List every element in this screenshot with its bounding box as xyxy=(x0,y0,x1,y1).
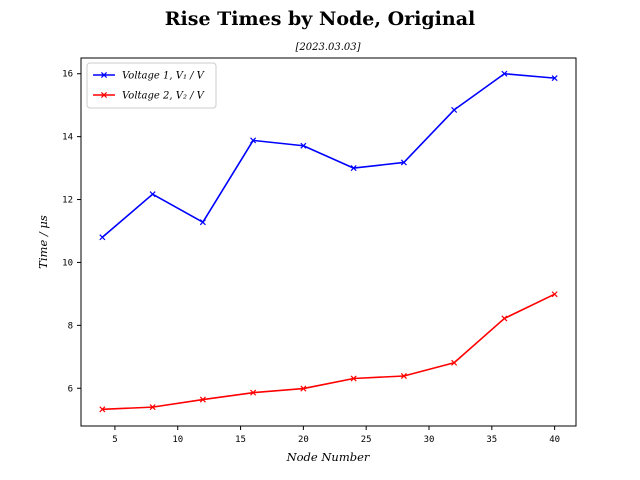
y-tick-label: 6 xyxy=(68,384,73,394)
chart-title: Rise Times by Node, Original xyxy=(165,8,475,30)
series-1-point xyxy=(250,137,257,144)
series-1-point xyxy=(149,191,156,198)
series-2-point xyxy=(400,372,407,380)
x-tick-label: 30 xyxy=(424,435,435,445)
x-axis-label: Node Number xyxy=(286,450,371,464)
x-tick-label: 35 xyxy=(486,435,497,445)
legend-item-1: Voltage 1, V₁ / V xyxy=(93,71,206,82)
y-axis: 6 8 10 12 14 16 xyxy=(62,70,81,394)
x-tick-label: 20 xyxy=(298,435,309,445)
legend-box xyxy=(86,62,217,109)
series-layer xyxy=(99,70,558,413)
y-tick-label: 14 xyxy=(62,133,73,143)
series-2-line xyxy=(102,293,555,411)
series-1-point xyxy=(300,142,307,149)
series-1-point xyxy=(99,234,106,241)
series-1-point xyxy=(350,165,357,172)
plot-area xyxy=(80,57,577,427)
x-tick-label: 5 xyxy=(112,435,117,445)
x-tick-label: 15 xyxy=(235,435,246,445)
y-axis-label: Time / μs xyxy=(36,215,50,269)
series-2-point xyxy=(501,315,508,322)
chart-subtitle: [2023.03.03] xyxy=(295,42,360,53)
series-1-point xyxy=(551,75,558,82)
y-tick-label: 10 xyxy=(62,258,73,268)
legend: Voltage 1, V₁ / V Voltage 2, V₂ / V xyxy=(86,62,217,109)
series-2 xyxy=(99,291,558,413)
x-axis: 5 10 15 20 25 30 35 40 xyxy=(112,426,560,445)
y-tick-label: 8 xyxy=(68,321,73,331)
series-2-point xyxy=(300,385,307,392)
x-tick-label: 40 xyxy=(549,435,560,445)
series-2-point xyxy=(350,375,357,382)
series-2-point xyxy=(551,291,558,298)
series-1 xyxy=(99,70,558,241)
series-1-point xyxy=(501,70,508,77)
legend-marker xyxy=(100,91,108,99)
legend-label: Voltage 2, V₂ / V xyxy=(122,91,206,102)
legend-label: Voltage 1, V₁ / V xyxy=(122,71,206,82)
series-2-point xyxy=(149,404,156,411)
y-tick-label: 12 xyxy=(62,196,73,206)
series-2-point xyxy=(199,396,206,403)
x-tick-label: 25 xyxy=(361,435,372,445)
y-tick-label: 16 xyxy=(62,70,73,80)
series-1-point xyxy=(199,219,206,226)
series-2-point xyxy=(451,359,458,366)
series-2-point xyxy=(250,389,257,396)
x-tick-label: 10 xyxy=(172,435,183,445)
legend-marker xyxy=(100,71,108,79)
series-1-point xyxy=(451,106,458,113)
series-1-point xyxy=(400,159,407,166)
series-1-line xyxy=(101,72,555,238)
legend-item-2: Voltage 2, V₂ / V xyxy=(93,91,206,102)
series-2-point xyxy=(99,406,106,413)
